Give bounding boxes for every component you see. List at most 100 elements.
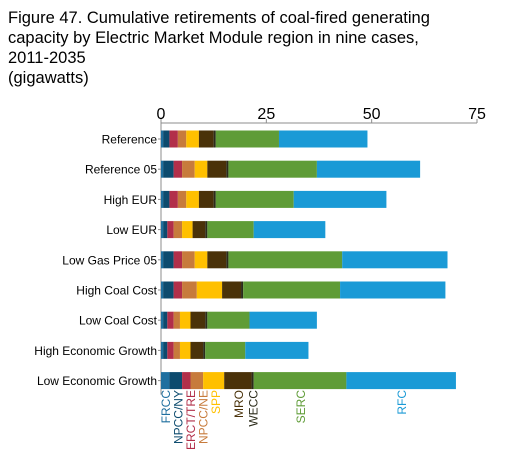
bar-segment [226,160,229,178]
bar-segment [278,130,368,148]
x-tick-label: 0 [157,106,166,123]
bar-segment [179,311,191,329]
category-label: High EUR [104,193,158,207]
bar-segment [198,130,214,148]
bar-segment [161,341,164,359]
bar-segment [213,190,216,208]
bar-segment [253,221,326,239]
bar-segment [163,221,168,239]
bar-segment [190,341,204,359]
category-label: Low Coal Cost [79,314,158,328]
title-line-2: capacity by Electric Market Module regio… [8,29,419,47]
x-tick-label: 50 [363,106,381,123]
bar-segment [342,251,448,269]
bar-segment [203,372,225,390]
bar-segment [182,281,197,299]
bar-segment [163,130,170,148]
bar-segment [207,221,254,239]
bar-segment [293,190,387,208]
bar-segment [177,190,187,208]
legend-label: MRO [232,390,246,418]
bar-segment [161,281,164,299]
legend-label: SERC [294,390,308,424]
bar-segment [167,221,174,239]
x-tick-label: 25 [257,106,275,123]
bar-segment [251,372,254,390]
bar-segment [224,372,252,390]
bar-segment [167,341,174,359]
bar-segment [169,372,183,390]
bar-segment [192,221,206,239]
bar-segment [253,372,347,390]
bar-segment [205,341,246,359]
bar-segment [215,190,294,208]
category-label: High Coal Cost [76,284,157,298]
bar-segment [163,341,168,359]
bar-segment [173,341,180,359]
bar-segment [215,130,279,148]
title-line-4: (gigawatts) [8,69,89,87]
bar-segment [226,251,229,269]
bar-segment [167,311,174,329]
bar-segment [161,221,164,239]
bar-segment [213,130,216,148]
bar-segment [163,311,168,329]
bar-segment [186,130,199,148]
bar-segment [203,341,206,359]
bar-segment [228,160,317,178]
bar-segment [205,311,208,329]
category-label: Reference [102,133,158,147]
legend-label: NPCC/NE [197,390,211,444]
title-line-1: Figure 47. Cumulative retirements of coa… [8,9,430,27]
bar-segment [316,160,421,178]
bar-segment [169,190,178,208]
bar-segment [190,372,204,390]
legend-label: ERCT/TRE [184,390,198,450]
bar-segment [222,281,242,299]
bar-segment [198,190,214,208]
bar-segment [173,281,183,299]
category-label: Low Gas Price 05 [62,253,157,267]
bar-segment [177,130,187,148]
bar-segment [207,251,227,269]
bar-segment [161,160,164,178]
bar-segment [182,160,195,178]
bar-segment [186,190,199,208]
bar-segment [205,221,208,239]
category-label: High Economic Growth [34,344,157,358]
bar-segment [190,311,206,329]
bar-segment [163,281,174,299]
bar-segment [163,251,174,269]
bar-segment [161,372,170,390]
legend-label: RFC [395,390,409,415]
title-line-3: 2011-2035 [8,49,86,67]
bar-segment [163,160,174,178]
bar-segment [194,160,208,178]
bar-segment [182,221,193,239]
bar-segment [161,190,164,208]
x-tick-label: 75 [468,106,486,123]
bar-segment [194,251,208,269]
bar-segment [346,372,456,390]
bar-segment [173,160,183,178]
chart-title: Figure 47. Cumulative retirements of coa… [8,8,430,88]
bar-segment [161,311,164,329]
legend-label: NPCC/NY [172,390,186,444]
bar-segment [245,341,309,359]
bar-segment [241,281,244,299]
bar-segment [249,311,317,329]
bar-segment [207,311,250,329]
bar-segment [161,251,164,269]
legend-label: SPP [209,390,223,414]
category-label: Low Economic Growth [37,374,157,388]
bar-segment [173,311,180,329]
bar-segment [169,130,178,148]
bar-segment [207,160,227,178]
bar-segment [163,190,170,208]
bar-segment [340,281,446,299]
legend-label: FRCC [159,390,173,424]
legend-label: WECC [247,390,261,427]
bar-segment [182,251,195,269]
bar-segment [196,281,223,299]
